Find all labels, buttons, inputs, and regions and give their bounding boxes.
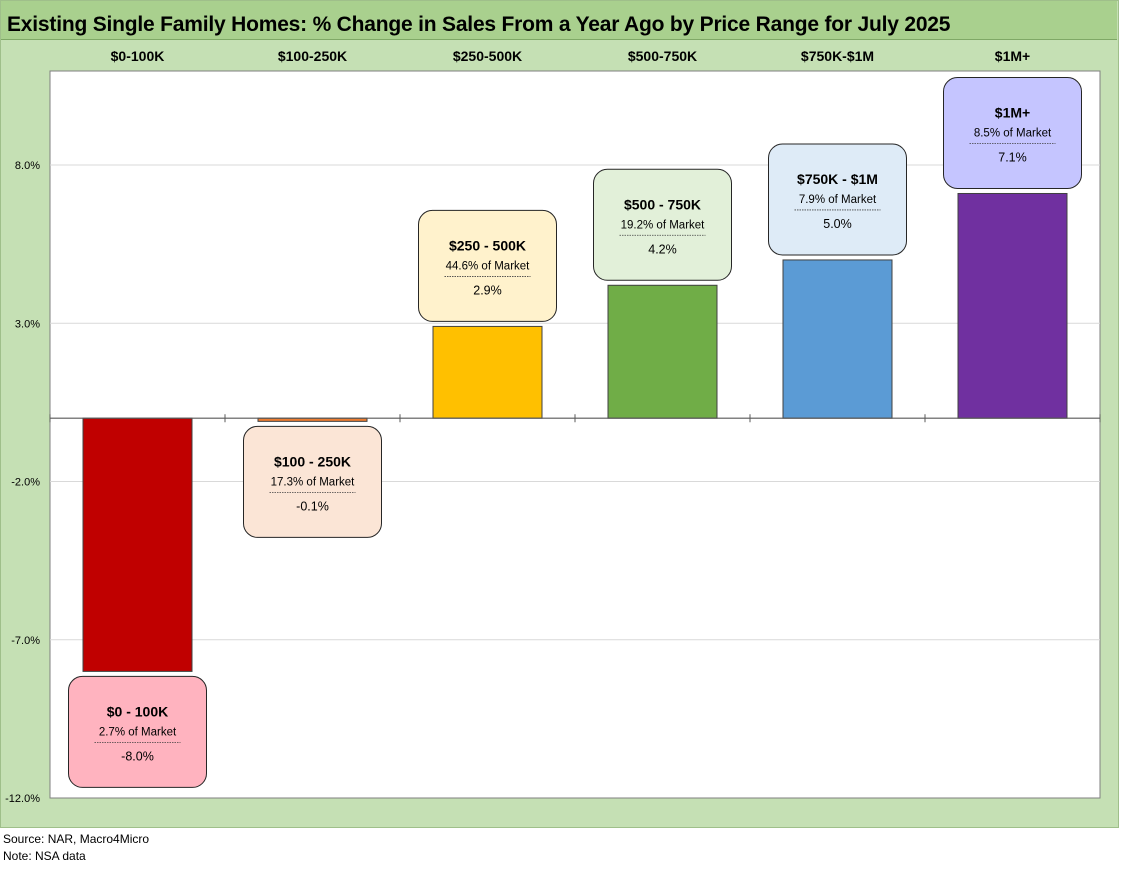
- bar: [607, 284, 718, 419]
- category-label: $100-250K: [278, 48, 347, 64]
- title-bar: Existing Single Family Homes: % Change i…: [1, 1, 1117, 40]
- callout-box: [943, 76, 1082, 189]
- bar: [957, 192, 1068, 419]
- callout: $0 - 100K 2.7% of Market -8.0%: [68, 675, 207, 788]
- callout-box: [418, 209, 557, 322]
- bars: [82, 192, 1068, 672]
- y-tick-label: 3.0%: [15, 318, 40, 330]
- callout: $250 - 500K 44.6% of Market 2.9%: [418, 209, 557, 322]
- data-label: 5.0%: [823, 217, 852, 231]
- gridlines: [50, 164, 1100, 641]
- category-label: $250-500K: [453, 48, 522, 64]
- data-label: 4.2%: [648, 242, 677, 256]
- callout-label: $250 - 500K: [449, 237, 526, 253]
- y-tick-label: -12.0%: [5, 793, 40, 805]
- bar-chart: 8.0% 3.0% -2.0% -7.0% -12.0% $0-100K $100-250…: [5, 48, 1101, 805]
- plot-area: [49, 70, 1101, 799]
- callouts: $0 - 100K 2.7% of Market -8.0% $100 - 250K 1…: [68, 76, 1082, 788]
- callout-box: [768, 143, 907, 256]
- y-tick-label: -7.0%: [11, 635, 40, 647]
- data-label: -0.1%: [296, 499, 329, 513]
- callout-share: 44.6% of Market: [446, 260, 531, 272]
- callout: $500 - 750K 19.2% of Market 4.2%: [593, 168, 732, 281]
- data-label: 7.1%: [998, 150, 1027, 164]
- callout-label: $500 - 750K: [624, 196, 701, 212]
- callout: $1M+ 8.5% of Market 7.1%: [943, 76, 1082, 189]
- data-note: Note: NSA data: [3, 849, 86, 863]
- category-label: $500-750K: [628, 48, 697, 64]
- y-tick-label: 8.0%: [15, 160, 40, 172]
- chart-title: Existing Single Family Homes: % Change i…: [7, 13, 951, 36]
- callout-label: $0 - 100K: [107, 703, 168, 719]
- callout-share: 17.3% of Market: [271, 476, 356, 488]
- y-axis-ticks: 8.0% 3.0% -2.0% -7.0% -12.0%: [5, 160, 40, 805]
- callout-label: $750K - $1M: [797, 171, 878, 187]
- category-label: $0-100K: [111, 48, 165, 64]
- callout-box: [593, 168, 732, 281]
- bar: [782, 259, 893, 419]
- category-label: $1M+: [995, 48, 1030, 64]
- callout-label: $1M+: [995, 104, 1030, 120]
- data-label: 2.9%: [473, 283, 502, 297]
- bar: [82, 417, 193, 672]
- source-note: Source: NAR, Macro4Micro: [3, 832, 150, 846]
- callout: $750K - $1M 7.9% of Market 5.0%: [768, 143, 907, 256]
- bar: [432, 325, 543, 419]
- category-label: $750K-$1M: [801, 48, 874, 64]
- callout: $100 - 250K 17.3% of Market -0.1%: [243, 425, 382, 538]
- zero-axis: [49, 414, 1101, 423]
- callout-box: [243, 425, 382, 538]
- category-labels: $0-100K $100-250K $250-500K $500-750K $750K-…: [111, 48, 1031, 64]
- callout-label: $100 - 250K: [274, 453, 351, 469]
- y-tick-label: -2.0%: [11, 477, 40, 489]
- callout-box: [68, 675, 207, 788]
- data-label: -8.0%: [121, 749, 154, 763]
- callout-share: 8.5% of Market: [974, 127, 1052, 139]
- callout-share: 2.7% of Market: [99, 726, 177, 738]
- callout-share: 7.9% of Market: [799, 194, 877, 206]
- callout-share: 19.2% of Market: [621, 219, 706, 231]
